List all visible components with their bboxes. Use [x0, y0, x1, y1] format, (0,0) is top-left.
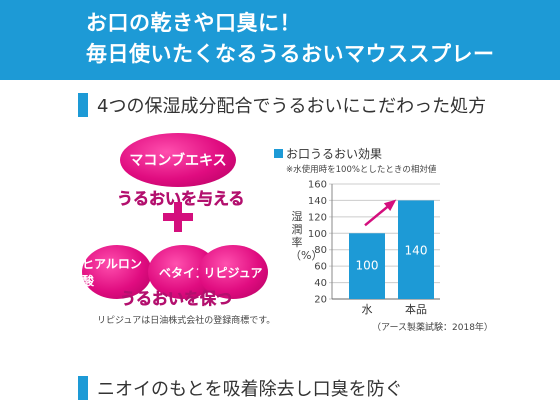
y-tick-label: 160: [308, 180, 327, 191]
x-tick-label: 本品: [405, 302, 427, 316]
header-banner: お口の乾きや口臭に！ 毎日使いたくなるうるおいマウススプレー: [0, 0, 560, 80]
banner-line-1: お口の乾きや口臭に！: [86, 11, 301, 35]
y-tick-label: 100: [308, 229, 327, 240]
plus-icon: [163, 202, 193, 232]
moisturize-caption: うるおいを与える: [117, 189, 245, 209]
trademark-note: リピジュアは日油株式会社の登録商標です。: [97, 316, 276, 326]
section-heading-moisture: 4つの保湿成分配合でうるおいにこだわった処方: [78, 92, 486, 118]
bar-value-label: 140: [405, 244, 428, 258]
bar-1: [349, 233, 385, 299]
chart-title-text: お口うるおい効果: [286, 147, 383, 161]
chart-source: （アース製薬試験：2018年）: [372, 323, 493, 333]
section-title-odor: ニオイのもとを吸着除去し口臭を防ぐ: [97, 379, 403, 400]
ingredient-kombu-bubble: マコンブエキス: [120, 133, 236, 187]
section-title-moisture: 4つの保湿成分配合でうるおいにこだわった処方: [97, 96, 487, 117]
trend-arrow-head-icon: [383, 199, 397, 212]
ingredient-lipidure-bubble: リピジュア: [198, 245, 268, 299]
x-tick-label: 水: [362, 303, 373, 316]
ingredient-hyaluronic-bubble: ヒアルロン酸: [82, 245, 152, 299]
y-tick-label: 80: [314, 245, 327, 256]
chart-title-square-icon: [274, 149, 283, 158]
y-tick-label: 60: [314, 262, 327, 273]
y-tick-label: 40: [314, 278, 327, 289]
y-tick-label: 140: [308, 196, 327, 207]
y-tick-label: 20: [314, 295, 327, 306]
chart-title: お口うるおい効果: [274, 145, 382, 162]
heading-bar: [78, 376, 88, 400]
bar-value-label: 100: [356, 258, 379, 272]
bar-2: [398, 200, 434, 299]
banner-line-2: 毎日使いたくなるうるおいマウススプレー: [86, 42, 495, 66]
heading-bar: [78, 93, 88, 117]
chart-note: ※水使用時を100%としたときの相対値: [286, 165, 437, 175]
retain-caption: うるおいを保つ: [120, 289, 233, 309]
y-tick-label: 120: [308, 212, 327, 223]
section-heading-odor: ニオイのもとを吸着除去し口臭を防ぐ: [78, 375, 403, 401]
